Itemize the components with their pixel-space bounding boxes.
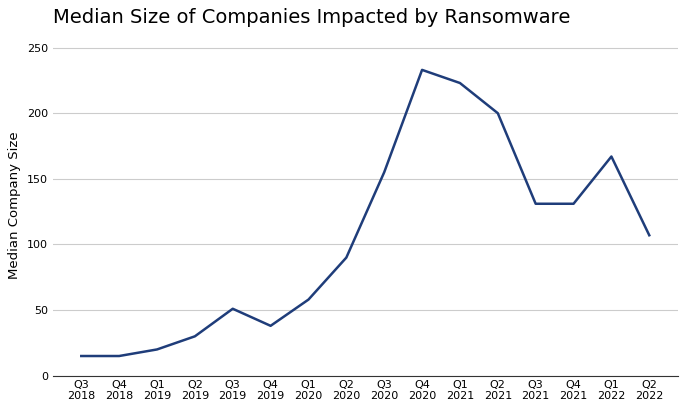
Y-axis label: Median Company Size: Median Company Size [8,131,21,279]
Text: Median Size of Companies Impacted by Ransomware: Median Size of Companies Impacted by Ran… [53,8,570,27]
